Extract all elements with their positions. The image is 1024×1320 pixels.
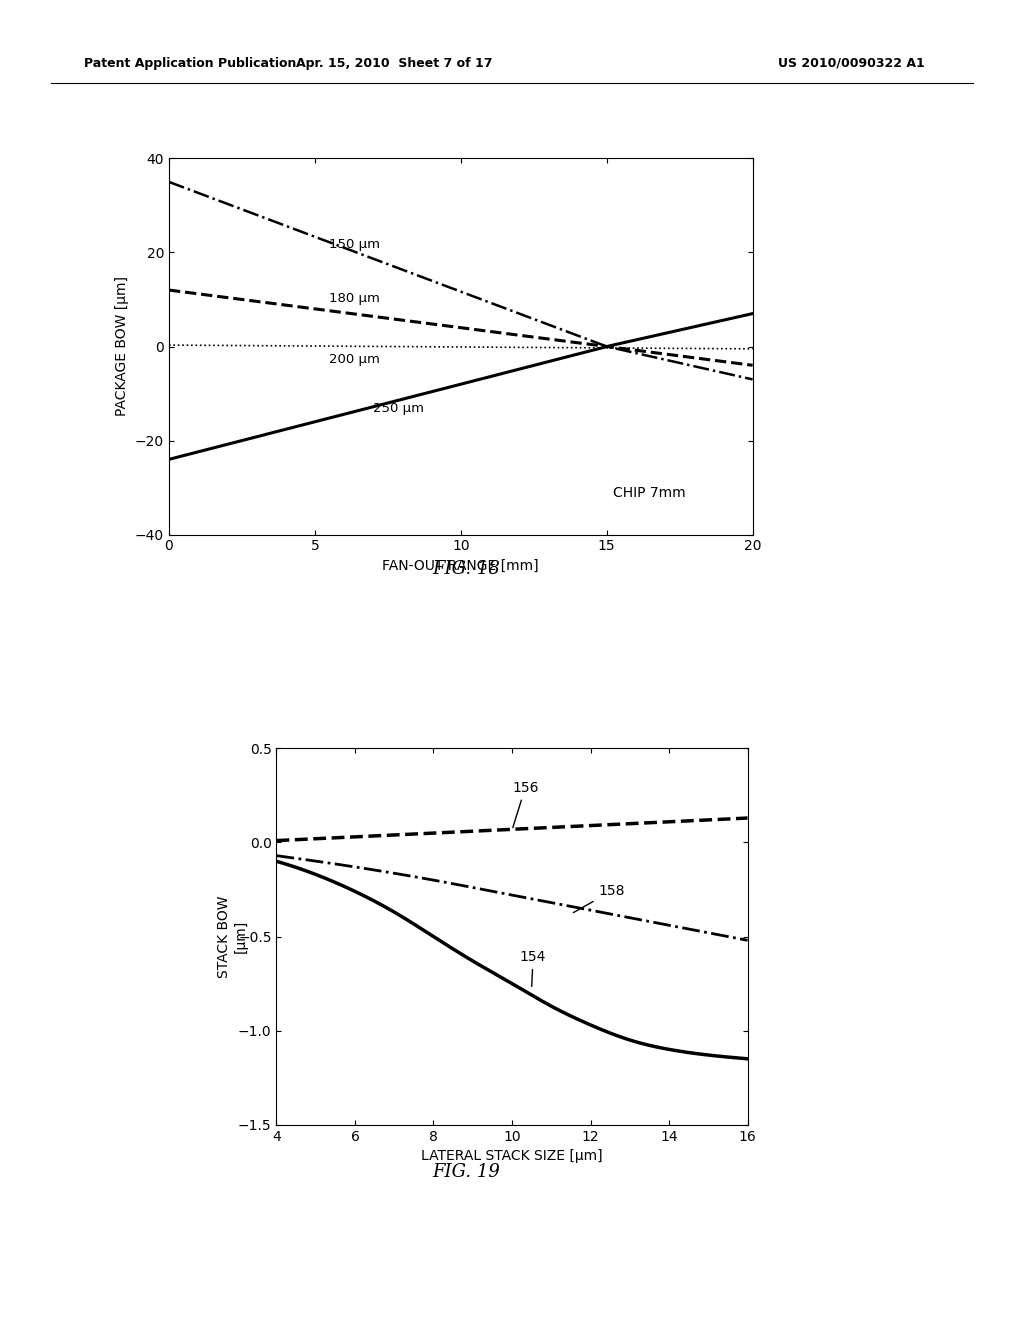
- Y-axis label: STACK BOW
[μm]: STACK BOW [μm]: [217, 895, 248, 978]
- Text: Patent Application Publication: Patent Application Publication: [84, 57, 296, 70]
- Text: 200 μm: 200 μm: [330, 352, 380, 366]
- Text: Apr. 15, 2010  Sheet 7 of 17: Apr. 15, 2010 Sheet 7 of 17: [296, 57, 493, 70]
- Text: 154: 154: [520, 950, 546, 986]
- Text: FIG. 19: FIG. 19: [432, 1163, 500, 1181]
- X-axis label: LATERAL STACK SIZE [μm]: LATERAL STACK SIZE [μm]: [421, 1148, 603, 1163]
- X-axis label: FAN-OUT RANGE [mm]: FAN-OUT RANGE [mm]: [383, 558, 539, 573]
- Y-axis label: PACKAGE BOW [μm]: PACKAGE BOW [μm]: [116, 276, 129, 417]
- Text: CHIP 7mm: CHIP 7mm: [612, 486, 685, 500]
- Text: 158: 158: [573, 884, 625, 912]
- Text: 250 μm: 250 μm: [373, 403, 424, 416]
- Text: US 2010/0090322 A1: US 2010/0090322 A1: [778, 57, 925, 70]
- Text: 180 μm: 180 μm: [330, 292, 380, 305]
- Text: 150 μm: 150 μm: [330, 238, 381, 251]
- Text: FIG. 18: FIG. 18: [432, 560, 500, 578]
- Text: 156: 156: [512, 780, 539, 828]
